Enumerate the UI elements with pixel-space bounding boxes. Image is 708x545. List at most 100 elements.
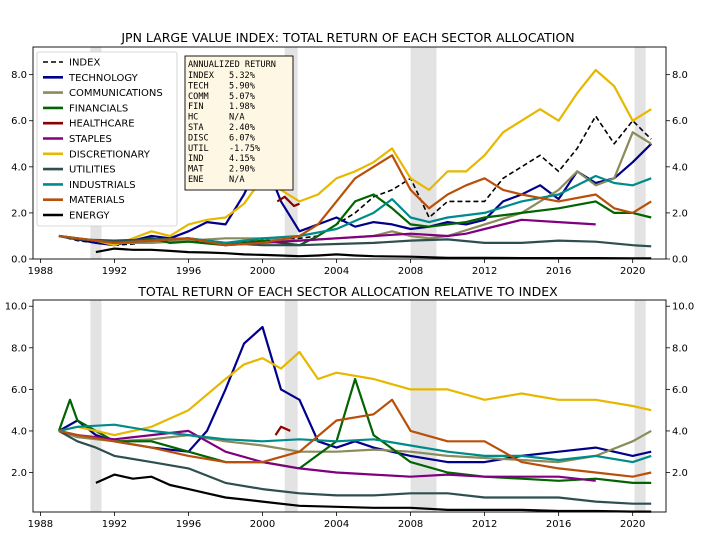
y-tick-label-left: 8.0 [11,343,27,354]
top-axis-ticks: 1988 1992 1996 2000 2004 2008 2012 2016 2020 0.0 0… [11,70,688,277]
legend-label-communications: COMMUNICATIONS [69,88,163,99]
y-tick-label-left: 6.0 [11,385,27,396]
legend-label-industrials: INDUSTRIALS [69,180,136,191]
series-line-discretionary [58,68,652,247]
y-tick-label-left: 4.0 [11,426,27,437]
annotation-row-value: -1.75% [229,144,261,154]
y-tick-label-right: 8.0 [672,70,688,81]
y-tick-label-right: 4.0 [672,162,688,173]
y-tick-label-right: 8.0 [672,343,688,354]
x-tick-label: 2012 [472,266,497,277]
x-tick-label: 1988 [28,266,53,277]
y-tick-label-left: 0.0 [11,255,27,266]
annotation-row-value: 6.07% [229,133,256,143]
annotation-row-label: IND [188,154,204,164]
annotation-row-label: HC [188,113,198,123]
x-tick-label: 2000 [250,266,275,277]
series-line-industrials [58,423,652,464]
x-tick-label: 2000 [250,519,275,530]
annotation-row-value: 4.15% [229,154,256,164]
legend-label-utilities: UTILITIES [69,165,116,176]
annotation-row-label: DISC [188,133,209,143]
annotation-frame [184,55,294,191]
annotation-header: ANNUALIZED RETURN [188,60,276,70]
annotation-row-label: TECH [188,81,209,91]
x-tick-label: 1996 [176,519,201,530]
x-tick-label: 2016 [546,266,571,277]
x-tick-label: 2004 [324,266,349,277]
series-line-energy [95,247,652,260]
x-tick-label: 1992 [102,519,127,530]
annotation-row-value: N/A [229,175,245,185]
x-tick-label: 1996 [176,266,201,277]
series-line-utilities [58,429,652,505]
x-tick-label: 1992 [102,266,127,277]
x-tick-label: 2012 [472,519,497,530]
series-line-materials [58,154,652,247]
series-line-materials [58,398,652,478]
annotation-row-value: 5.07% [229,92,256,102]
bottom-axis-ticks: 1988 1992 1996 2000 2004 2008 2012 2016 2020 2.0 2… [5,302,695,530]
series-line-communications [58,429,652,464]
bottom-plot-frame [32,299,667,513]
y-tick-label-right: 0.0 [672,255,688,266]
x-tick-label: 2008 [398,519,423,530]
series-line-healthcare [274,425,291,436]
series-line-energy [95,473,652,513]
legend-label-index: INDEX [69,58,100,69]
series-line-discretionary [58,350,652,437]
y-tick-label-right: 6.0 [672,385,688,396]
annotation-row-label: UTIL [188,144,209,154]
shaded-period-0 [90,300,102,512]
shaded-period-3 [634,300,646,512]
y-tick-label-right: 2.0 [672,208,688,219]
x-tick-label: 2004 [324,519,349,530]
series-line-healthcare [276,195,300,208]
x-tick-label: 2020 [620,519,645,530]
annotation-row-label: FIN [188,102,204,112]
x-tick-label: 1988 [28,519,53,530]
bottom-series-lines [57,325,652,513]
y-tick-label-left: 8.0 [11,70,27,81]
series-line-communications [58,131,652,244]
legend-label-financials: FINANCIALS [69,103,128,114]
y-tick-label-right: 10.0 [672,302,694,313]
legend-label-materials: MATERIALS [69,195,125,206]
y-tick-label-left: 2.0 [11,208,27,219]
annotation-row-label: ENE [188,175,204,185]
chart-bottom-panel: TOTAL RETURN OF EACH SECTOR ALLOCATION R… [5,284,695,530]
shaded-period-2 [410,300,437,512]
y-tick-label-left: 4.0 [11,162,27,173]
bottom-chart-title: TOTAL RETURN OF EACH SECTOR ALLOCATION R… [137,284,558,299]
annotation-row-value: 1.98% [229,102,256,112]
annotation-row-label: COMM [188,92,209,102]
x-tick-label: 2020 [620,266,645,277]
top-series-lines [58,68,652,260]
top-chart-title: JPN LARGE VALUE INDEX: TOTAL RETURN OF E… [120,30,574,45]
shaded-period-1 [284,300,298,512]
legend-label-staples: STAPLES [69,134,112,145]
legend-box [36,51,178,227]
legend-label-energy: ENERGY [69,211,110,222]
legend-label-discretionary: DISCRETIONARY [69,149,151,160]
x-tick-label: 2016 [546,519,571,530]
y-tick-label-right: 6.0 [672,116,688,127]
x-tick-label: 2008 [398,266,423,277]
annotation-row-value: N/A [229,113,245,123]
annotation-row-value: 5.32% [229,71,256,81]
chart-top-panel: JPN LARGE VALUE INDEX: TOTAL RETURN OF E… [11,30,688,277]
annotation-row-value: 2.40% [229,123,256,133]
y-tick-label-right: 4.0 [672,426,688,437]
series-line-staples [58,429,596,482]
y-tick-label-right: 2.0 [672,468,688,479]
series-line-utilities [58,234,652,248]
top-plot-frame [32,46,667,260]
annotation-row-value: 5.90% [229,81,256,91]
top-legend: INDEX TECHNOLOGY COMMUNICATIONS FINANCIALS H… [36,51,178,227]
annotation-row-label: INDEX [188,71,215,81]
y-tick-label-left: 2.0 [11,468,27,479]
y-tick-label-left: 10.0 [5,302,27,313]
shaded-period-3 [634,47,646,259]
